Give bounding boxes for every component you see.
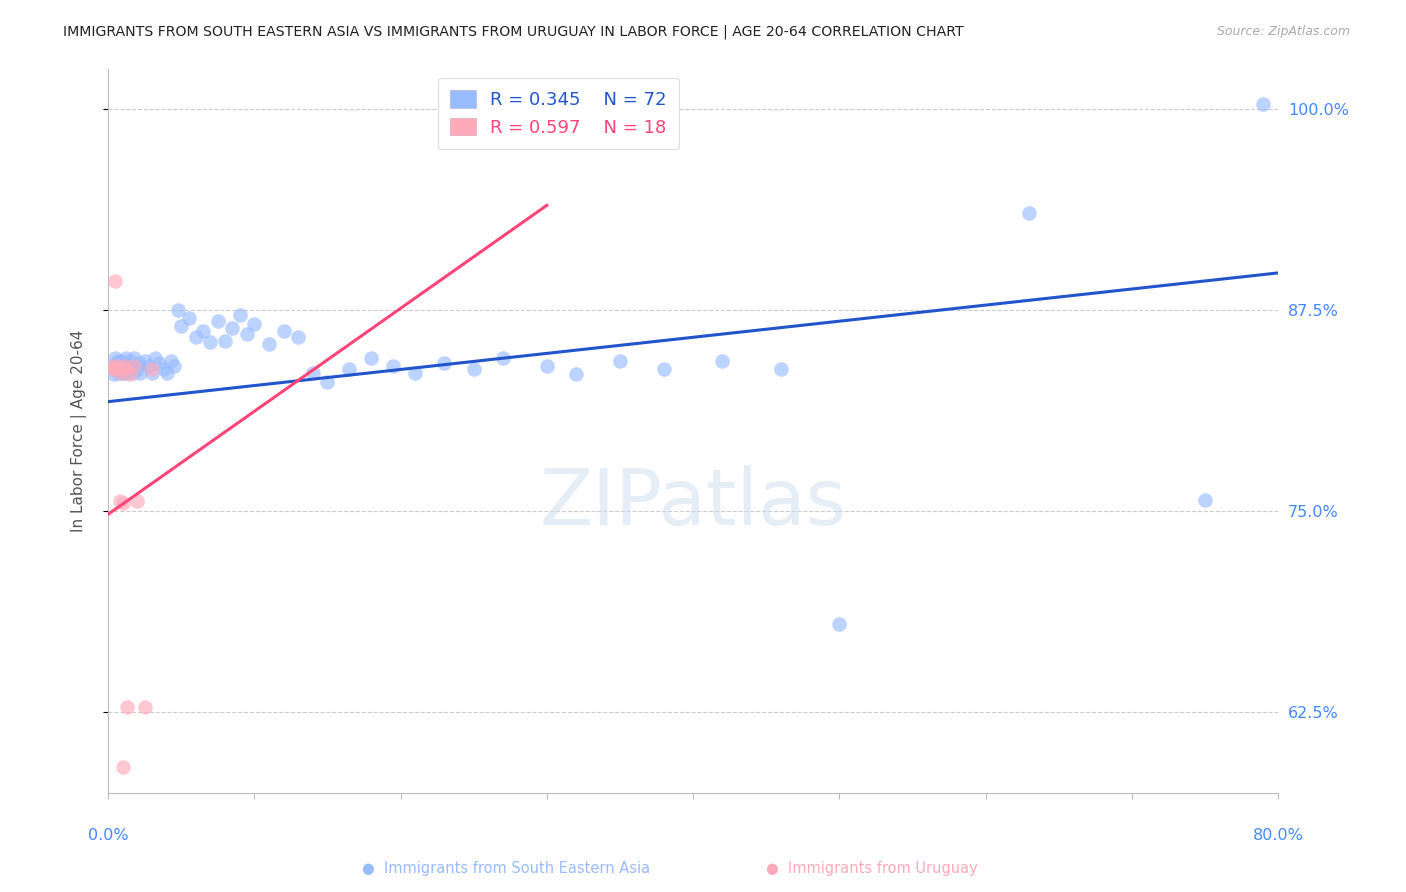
Point — [101, 359, 124, 374]
Text: IMMIGRANTS FROM SOUTH EASTERN ASIA VS IMMIGRANTS FROM URUGUAY IN LABOR FORCE | A: IMMIGRANTS FROM SOUTH EASTERN ASIA VS IM… — [63, 25, 965, 39]
Point — [108, 362, 131, 376]
Point — [104, 362, 127, 376]
Point — [184, 330, 207, 344]
Point — [143, 351, 166, 366]
Point — [711, 354, 734, 368]
Point — [273, 324, 295, 338]
Point — [101, 359, 124, 374]
Point — [105, 359, 128, 374]
Point — [492, 351, 515, 366]
Point — [111, 760, 134, 774]
Point — [769, 362, 792, 376]
Point — [111, 356, 134, 370]
Point — [122, 366, 145, 380]
Point — [228, 308, 250, 322]
Legend: R = 0.345    N = 72, R = 0.597    N = 18: R = 0.345 N = 72, R = 0.597 N = 18 — [437, 78, 679, 150]
Point — [565, 368, 588, 382]
Point — [301, 366, 323, 380]
Point — [110, 354, 132, 368]
Point — [127, 362, 149, 376]
Point — [609, 354, 631, 368]
Point — [828, 616, 851, 631]
Point — [110, 364, 132, 378]
Text: 80.0%: 80.0% — [1253, 828, 1303, 843]
Point — [287, 330, 309, 344]
Point — [200, 335, 222, 350]
Point — [404, 366, 426, 380]
Point — [129, 366, 152, 380]
Text: Source: ZipAtlas.com: Source: ZipAtlas.com — [1216, 25, 1350, 38]
Point — [360, 351, 382, 366]
Point — [112, 359, 135, 374]
Point — [104, 351, 127, 366]
Point — [134, 354, 156, 368]
Point — [170, 318, 193, 333]
Text: 0.0%: 0.0% — [87, 828, 128, 843]
Point — [107, 354, 129, 368]
Point — [207, 314, 229, 328]
Point — [115, 700, 138, 714]
Point — [1194, 492, 1216, 507]
Point — [110, 366, 132, 380]
Point — [111, 366, 134, 380]
Point — [105, 356, 128, 370]
Point — [141, 366, 163, 380]
Point — [214, 334, 236, 348]
Point — [108, 359, 131, 374]
Point — [155, 366, 177, 380]
Point — [111, 496, 134, 510]
Point — [257, 336, 280, 351]
Point — [124, 359, 146, 374]
Text: ●  Immigrants from Uruguay: ● Immigrants from Uruguay — [766, 861, 977, 876]
Point — [112, 359, 135, 374]
Point — [463, 362, 485, 376]
Point — [163, 359, 186, 374]
Point — [103, 362, 125, 376]
Point — [118, 368, 141, 382]
Point — [316, 376, 339, 390]
Point — [536, 359, 558, 374]
Point — [118, 362, 141, 376]
Point — [118, 354, 141, 368]
Point — [108, 494, 131, 508]
Point — [105, 359, 128, 374]
Point — [177, 310, 200, 325]
Point — [160, 354, 183, 368]
Point — [104, 274, 127, 288]
Point — [124, 351, 146, 366]
Point — [191, 324, 214, 338]
Point — [141, 362, 163, 376]
Point — [128, 356, 150, 370]
Point — [103, 368, 125, 382]
Point — [134, 700, 156, 714]
Point — [382, 359, 405, 374]
Point — [152, 362, 174, 376]
Point — [107, 366, 129, 380]
Point — [167, 302, 190, 317]
Text: ●  Immigrants from South Eastern Asia: ● Immigrants from South Eastern Asia — [363, 861, 650, 876]
Point — [1018, 206, 1040, 220]
Point — [104, 362, 127, 376]
Point — [115, 356, 138, 370]
Point — [114, 362, 136, 376]
Point — [221, 320, 243, 334]
Point — [1253, 97, 1275, 112]
Point — [433, 356, 456, 370]
Point — [117, 359, 139, 374]
Point — [114, 351, 136, 366]
Point — [236, 327, 259, 342]
Point — [127, 494, 149, 508]
Point — [337, 362, 360, 376]
Point — [243, 318, 266, 332]
Point — [138, 359, 160, 374]
Point — [121, 359, 143, 374]
Point — [112, 362, 135, 376]
Point — [108, 362, 131, 376]
Point — [125, 359, 148, 374]
Point — [114, 366, 136, 380]
Text: ZIPatlas: ZIPatlas — [540, 465, 846, 541]
Y-axis label: In Labor Force | Age 20-64: In Labor Force | Age 20-64 — [72, 329, 87, 532]
Point — [652, 362, 675, 376]
Point — [148, 356, 170, 370]
